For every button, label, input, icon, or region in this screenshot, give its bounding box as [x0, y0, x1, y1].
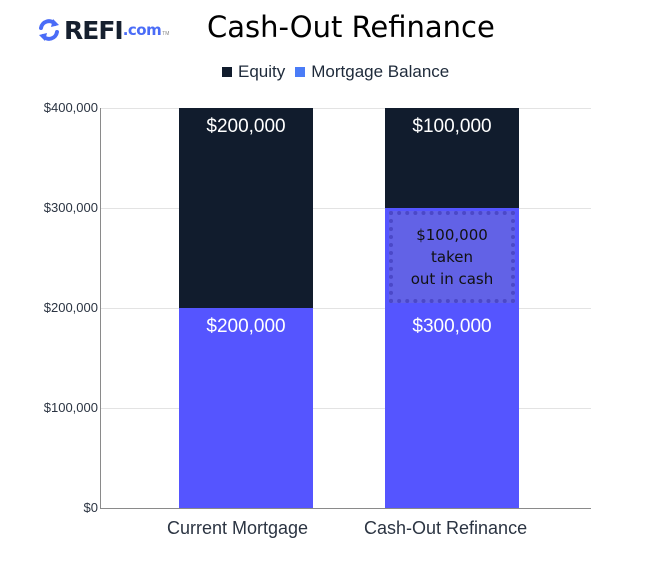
gridline [100, 408, 591, 409]
legend-label: Mortgage Balance [311, 62, 450, 81]
gridline [100, 108, 591, 109]
header: REFI .com TM [36, 10, 169, 50]
x-axis [100, 508, 591, 509]
refi-logo: REFI .com TM [36, 16, 169, 45]
bar-mortgage-current-mortgage: $200,000 [179, 308, 313, 508]
y-tick-label: $300,000 [43, 200, 98, 215]
mortgage-swatch-icon [295, 67, 306, 77]
bar-value-label: $100,000 [412, 116, 492, 137]
logo-text: REFI [64, 15, 124, 45]
refresh-arrows-icon [39, 19, 59, 41]
y-tick-label: $200,000 [43, 300, 98, 315]
cash-taken-out-annotation: $100,000 taken out in cash [389, 211, 515, 303]
legend-item-mortgage-balance: Mortgage Balance [295, 62, 449, 82]
bar-mortgage-value-cash-out: $300,000 [385, 308, 519, 348]
legend-item-equity: Equity [222, 62, 285, 82]
annotation-line: out in cash [410, 270, 494, 288]
chart-legend: Equity Mortgage Balance [222, 62, 459, 82]
bar-equity-cash-out-refinance: $100,000 [385, 108, 519, 208]
y-tick-label: $0 [83, 500, 98, 515]
annotation-line: $100,000 taken [416, 226, 488, 266]
x-tick-label: Cash-Out Refinance [364, 518, 528, 538]
y-axis [100, 108, 101, 509]
logo-trademark: TM [162, 30, 170, 37]
chart-title: Cash-Out Refinance [207, 10, 495, 44]
gridline [100, 308, 591, 309]
gridline [100, 208, 591, 209]
bar-equity-current-mortgage: $200,000 [179, 108, 313, 308]
bar-value-label: $200,000 [206, 316, 286, 337]
logo-suffix: .com [122, 21, 162, 39]
equity-swatch-icon [222, 67, 232, 77]
legend-label: Equity [238, 62, 286, 81]
y-tick-label: $100,000 [43, 400, 98, 415]
bar-value-label: $200,000 [206, 116, 286, 137]
bar-value-label: $300,000 [412, 316, 492, 337]
y-tick-label: $400,000 [43, 100, 98, 115]
x-tick-label: Current Mortgage [167, 518, 309, 538]
